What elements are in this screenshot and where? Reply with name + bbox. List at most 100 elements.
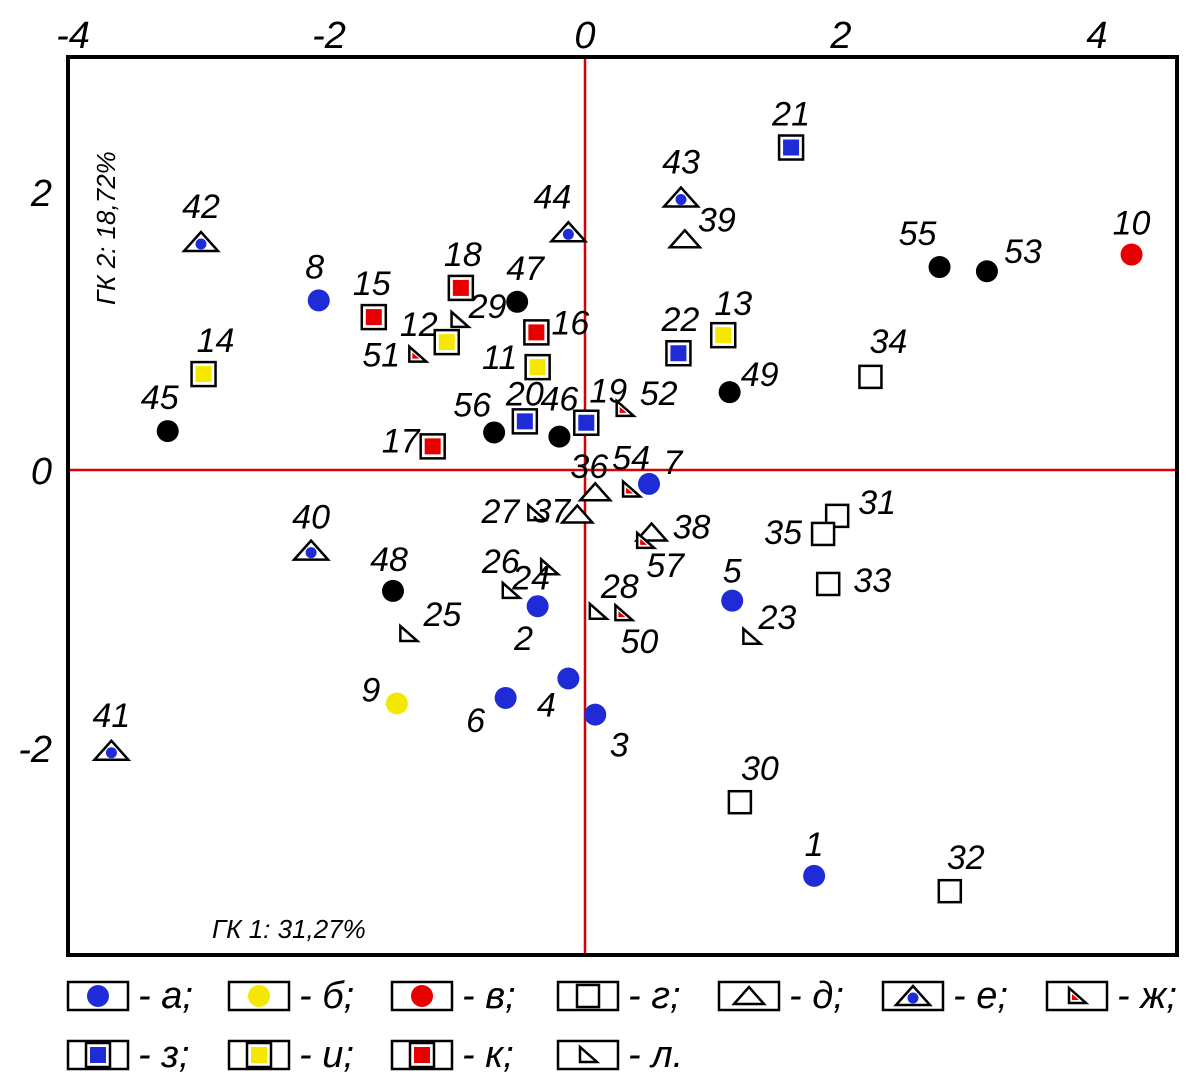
point-marker-15 [360, 303, 388, 331]
point-label-40: 40 [292, 499, 330, 537]
legend-label-v: - в; [462, 975, 516, 1017]
point-label-16: 16 [551, 304, 589, 342]
legend-label-k: - к; [462, 1034, 514, 1076]
zero-lines [70, 59, 1175, 953]
point-label-49: 49 [741, 356, 779, 394]
point-marker-3 [584, 703, 607, 726]
point-marker-9 [385, 692, 408, 715]
point-label-23: 23 [757, 599, 796, 637]
point-marker-48 [382, 579, 404, 602]
point-label-56: 56 [453, 386, 491, 424]
x-tick-label: 4 [1086, 15, 1107, 57]
point-marker-30 [727, 789, 753, 815]
point-marker-10 [1120, 243, 1143, 266]
point-label-37: 37 [532, 492, 571, 530]
point-label-47: 47 [506, 250, 545, 288]
point-marker-18 [447, 274, 475, 302]
point-marker-52 [615, 398, 637, 418]
point-marker-11 [524, 353, 551, 381]
point-marker-2 [526, 595, 549, 618]
point-marker-45 [156, 420, 179, 443]
x-tick-label: 2 [829, 15, 851, 57]
point-label-10: 10 [1113, 205, 1151, 243]
point-marker-34 [858, 364, 883, 390]
point-label-43: 43 [662, 144, 700, 182]
plot-frame [66, 55, 1179, 957]
y-tick-label: 0 [31, 451, 52, 493]
point-marker-29 [450, 309, 472, 329]
point-marker-13 [709, 321, 737, 349]
legend-marker-z [84, 1041, 112, 1069]
x-axis-title: ГК 1: 31,27% [212, 914, 366, 944]
point-marker-14 [190, 360, 217, 388]
point-label-39: 39 [698, 201, 736, 239]
legend-item-l: - л. [556, 1034, 683, 1076]
point-label-21: 21 [771, 96, 810, 134]
point-label-45: 45 [141, 379, 179, 417]
legend-item-i: - и; [227, 1034, 354, 1076]
point-label-2: 2 [513, 620, 533, 658]
x-tick-label: -4 [56, 15, 90, 57]
point-marker-53 [975, 260, 998, 283]
axis-ticks: -4 -2 0 2 4-202 [18, 15, 1107, 771]
point-label-15: 15 [353, 265, 391, 303]
legend-item-d: - д; [717, 975, 844, 1017]
point-marker-41 [91, 738, 132, 762]
point-marker-38 [633, 521, 670, 542]
point-marker-19 [573, 409, 600, 436]
point-marker-36 [577, 481, 614, 502]
point-marker-57 [635, 530, 658, 550]
point-marker-25 [399, 623, 421, 643]
point-label-12: 12 [400, 306, 438, 344]
point-marker-24 [539, 556, 562, 576]
y-tick-label: 2 [30, 173, 52, 215]
point-marker-22 [665, 339, 692, 367]
legend-label-i: - и; [299, 1034, 354, 1076]
point-marker-46 [548, 425, 571, 448]
point-marker-6 [494, 686, 517, 709]
point-marker-20 [511, 408, 539, 435]
legend-item-a: - а; [66, 975, 193, 1017]
legend-label-d: - д; [789, 975, 844, 1017]
legend-marker-v [411, 985, 433, 1007]
y-tick-label: -2 [18, 729, 52, 771]
point-marker-1 [803, 864, 826, 887]
legend-label-l: - л. [628, 1034, 683, 1076]
point-marker-35 [810, 521, 836, 547]
legend-label-z: - з; [138, 1034, 189, 1076]
point-label-8: 8 [305, 248, 324, 286]
point-marker-21 [777, 134, 805, 161]
point-label-50: 50 [620, 623, 658, 661]
point-marker-12 [433, 328, 461, 356]
point-label-14: 14 [197, 322, 235, 360]
point-label-27: 27 [480, 493, 520, 531]
legend-marker-a [87, 985, 109, 1007]
point-label-38: 38 [673, 509, 711, 547]
legend-marker-e [893, 984, 933, 1007]
point-label-24: 24 [511, 559, 550, 597]
point-marker-44 [548, 220, 589, 243]
point-marker-7 [638, 472, 660, 495]
point-marker-8 [307, 289, 330, 312]
point-marker-54 [621, 478, 644, 498]
point-marker-33 [815, 571, 841, 597]
point-label-53: 53 [1004, 233, 1042, 271]
point-marker-43 [661, 185, 701, 208]
point-marker-49 [718, 381, 741, 404]
legend-label-b: - б; [299, 975, 354, 1017]
point-marker-4 [557, 667, 580, 690]
point-label-22: 22 [661, 301, 700, 339]
point-marker-5 [721, 589, 744, 612]
legend: - а; - б; - в; - г; - д; - е; - ж; - з; - и; - к;… [66, 975, 1177, 1076]
point-marker-31 [824, 503, 850, 529]
point-label-36: 36 [570, 448, 608, 486]
point-label-28: 28 [600, 568, 639, 606]
point-marker-42 [181, 230, 221, 253]
point-label-33: 33 [853, 562, 891, 600]
point-label-54: 54 [612, 439, 650, 477]
point-marker-56 [483, 421, 506, 444]
point-marker-47 [506, 290, 529, 313]
legend-marker-g [575, 983, 601, 1009]
point-label-31: 31 [858, 484, 896, 522]
point-label-48: 48 [370, 541, 408, 579]
